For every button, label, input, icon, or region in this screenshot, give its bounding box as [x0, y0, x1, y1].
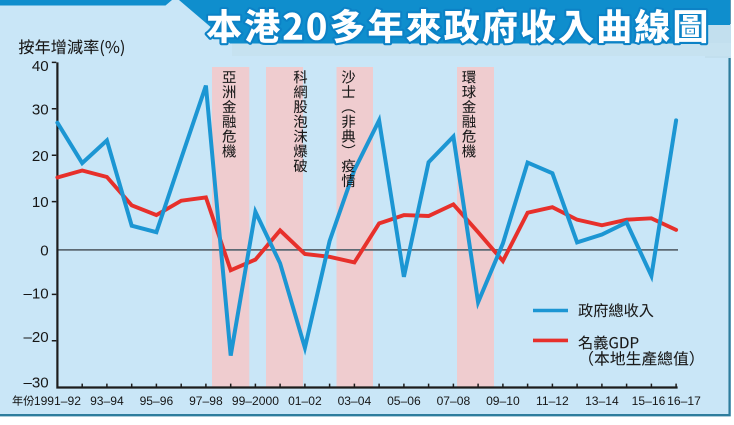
svg-text:07–08: 07–08	[437, 394, 471, 408]
svg-text:0: 0	[40, 242, 48, 259]
svg-text:40: 40	[32, 58, 49, 75]
svg-text:95–96: 95–96	[140, 394, 174, 408]
svg-text:13–14: 13–14	[585, 394, 619, 408]
svg-text:01–02: 01–02	[288, 394, 322, 408]
svg-text:16–17: 16–17	[667, 394, 701, 408]
svg-text:30: 30	[32, 101, 49, 118]
svg-text:09–10: 09–10	[486, 394, 520, 408]
svg-text:03–04: 03–04	[338, 394, 372, 408]
svg-text:93–94: 93–94	[90, 394, 124, 408]
svg-text:–10: –10	[24, 286, 49, 303]
svg-text:–30: –30	[24, 374, 49, 391]
svg-text:99–2000: 99–2000	[232, 394, 279, 408]
svg-text:05–06: 05–06	[387, 394, 421, 408]
svg-text:15–16: 15–16	[632, 394, 666, 408]
svg-text:97–98: 97–98	[189, 394, 223, 408]
svg-text:1991–92: 1991–92	[34, 394, 81, 408]
svg-text:10: 10	[32, 194, 49, 211]
svg-text:11–12: 11–12	[536, 394, 569, 408]
svg-text:–20: –20	[24, 329, 49, 346]
svg-text:20: 20	[32, 148, 49, 165]
